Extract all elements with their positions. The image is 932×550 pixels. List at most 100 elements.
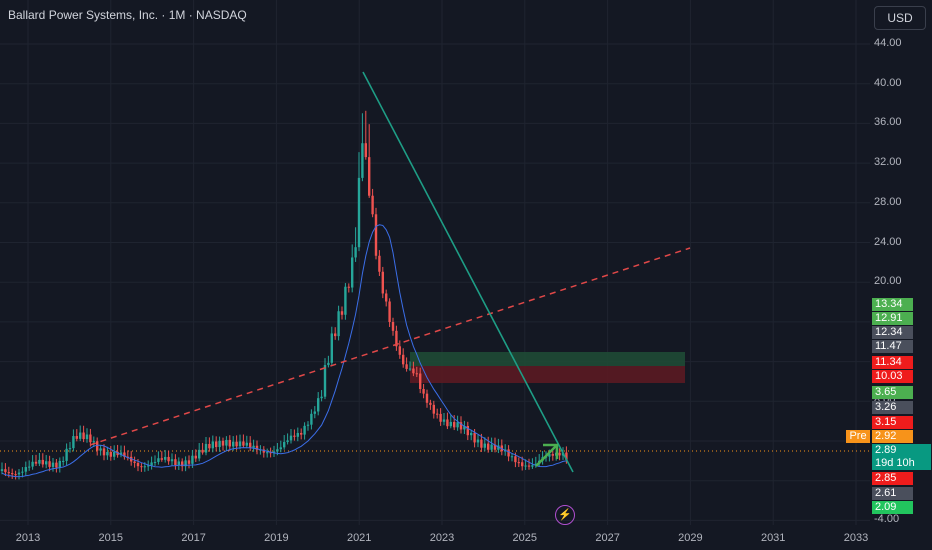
candle-body (483, 443, 486, 448)
candle-body (507, 449, 510, 457)
candle-body (109, 451, 112, 457)
projection-trendline[interactable] (89, 247, 691, 446)
candle-body (106, 451, 109, 456)
candle-body (548, 454, 551, 457)
candle-body (286, 440, 289, 443)
candle-body (245, 442, 248, 446)
candle-body (408, 368, 412, 370)
x-tick-label: 2019 (264, 532, 289, 544)
candle-body (218, 440, 221, 448)
candle-body (102, 448, 106, 456)
candle-body (361, 143, 364, 178)
price-level-badge: 2.85 (872, 472, 913, 485)
candle-body (432, 404, 435, 414)
candle-body (466, 425, 469, 436)
candle-body (320, 396, 323, 399)
candle-body (351, 257, 354, 288)
candle-body (293, 435, 296, 437)
currency-button[interactable]: USD (874, 6, 926, 30)
candle-body (310, 413, 313, 425)
candle-body (364, 143, 367, 158)
symbol-title: Ballard Power Systems, Inc. · 1M · NASDA… (8, 8, 247, 22)
candle-body (300, 432, 303, 435)
candle-body (378, 255, 381, 272)
x-tick-label: 2027 (595, 532, 620, 544)
x-tick-label: 2015 (98, 532, 124, 544)
candle-body (0, 469, 4, 471)
candle-body (133, 461, 136, 463)
y-tick-label: -4.00 (874, 513, 900, 526)
price-level-badge: 11.34 (872, 356, 913, 369)
candle-body (510, 456, 514, 458)
candle-body (191, 455, 194, 464)
candle-body (473, 432, 476, 443)
candle-body (323, 365, 327, 397)
candle-body (456, 422, 459, 428)
candle-body (398, 346, 401, 355)
x-tick-label: 2021 (346, 532, 372, 544)
price-level-badge: 12.34 (872, 326, 913, 339)
candle-body (429, 402, 432, 405)
price-level-badge: 3.65 (872, 386, 913, 399)
candle-body (7, 472, 10, 474)
candle-body (198, 449, 201, 459)
candle-body (565, 452, 568, 460)
descending-trendline[interactable] (362, 71, 574, 473)
candle-body (558, 452, 561, 456)
candle-body (136, 462, 140, 467)
x-tick-label: 2029 (678, 532, 703, 544)
candle-body (170, 459, 174, 462)
breakout-arrow-icon (535, 443, 559, 467)
candle-body (272, 451, 276, 453)
candle-body (317, 398, 320, 412)
candle-body (140, 466, 143, 468)
y-tick-label: 24.00 (874, 235, 902, 248)
candle-body (215, 441, 218, 448)
candle-body (51, 462, 55, 467)
candle-body (412, 368, 415, 374)
candle-body (347, 286, 350, 288)
candle-body (269, 452, 272, 454)
price-level-badge: 10.03 (872, 370, 913, 383)
candle-body (62, 460, 65, 462)
candle-body (17, 472, 21, 475)
candle-body (327, 362, 330, 366)
candle-body (232, 441, 235, 447)
candle-body (41, 459, 44, 465)
candle-body (187, 460, 191, 464)
candle-body (34, 461, 38, 464)
candle-body (252, 445, 255, 448)
candle-body (238, 441, 242, 447)
candle-body (174, 459, 177, 466)
candle-body (514, 456, 517, 463)
lightning-icon[interactable]: ⚡ (555, 505, 575, 525)
candle-body (402, 354, 405, 365)
candle-body (221, 440, 225, 446)
candle-body (453, 421, 456, 428)
candle-body (75, 436, 78, 439)
candle-body (357, 177, 361, 248)
y-tick-label: 32.00 (874, 156, 902, 169)
candle-body (381, 271, 384, 294)
last-price-badge: 2.89 19d 10h (872, 444, 931, 470)
candle-body (123, 452, 126, 457)
candle-body (391, 321, 395, 331)
candle-body (24, 467, 27, 472)
candle-body (72, 436, 75, 449)
y-tick-label: 40.00 (874, 76, 902, 89)
candle-body (79, 432, 82, 439)
candle-body (228, 439, 231, 447)
y-tick-label: 20.00 (874, 275, 902, 288)
candle-body (4, 469, 7, 473)
candle-body (306, 424, 310, 426)
candle-body (194, 455, 197, 459)
candle-body (303, 425, 306, 435)
candle-body (470, 432, 473, 436)
candle-body (65, 448, 68, 461)
price-level-badge: 2.09 (872, 501, 913, 514)
candle-body (208, 443, 211, 449)
price-level-badge: 12.91 (872, 312, 913, 325)
y-tick-label: 44.00 (874, 37, 902, 49)
candle-body (99, 448, 102, 451)
